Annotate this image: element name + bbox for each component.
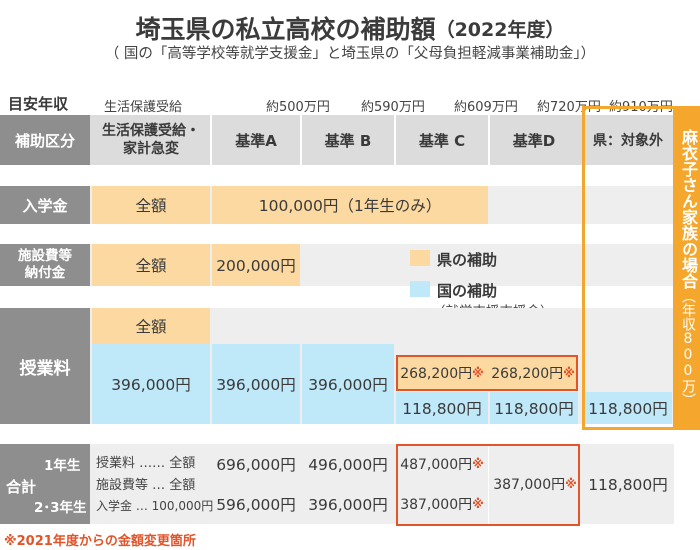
header-divider-3: [394, 115, 396, 165]
changed-mark: ※: [563, 366, 575, 380]
totals-year1: 1年生: [44, 458, 81, 474]
totals-col-b-year23: 396,000円: [308, 496, 388, 514]
header-col-outside: 県：対象外: [593, 133, 663, 149]
facility-label-line2: 納付金: [24, 265, 66, 281]
tuition-nat-col-c: 118,800円: [396, 392, 488, 424]
changed-mark: ※: [472, 497, 484, 511]
footnote: ※2021年度からの金額変更箇所: [4, 534, 196, 549]
facility-col-a: 200,000円: [212, 244, 300, 286]
header-col-a: 基準A: [235, 131, 277, 150]
header-col-welfare-line2: 家計急変: [123, 141, 179, 157]
family-case-income: （年収800万）: [680, 289, 696, 407]
income-welfare: 生活保護受給: [104, 100, 183, 115]
facility-welfare: 全額: [92, 244, 210, 286]
totals-col-c-year1-value: 487,000円: [400, 457, 473, 473]
totals-label-block: [0, 444, 90, 524]
admission-label: 入学金: [0, 186, 90, 224]
tuition-pref-changed-box: [396, 355, 578, 391]
totals-band: [0, 444, 674, 524]
changed-mark: ※: [565, 477, 577, 491]
totals-changed-divider: [488, 446, 489, 524]
facility-label: 施設費等 納付金: [0, 244, 90, 286]
page-title: 埼玉県の私立高校の補助額 （2022年度）: [0, 10, 700, 46]
header-divider-4: [488, 115, 490, 165]
totals-col-c-year1: 487,000円 ※: [396, 444, 488, 484]
income-label: 目安年収: [8, 95, 69, 113]
totals-col-c-year23: 387,000円 ※: [396, 484, 488, 524]
tuition-label: 授業料: [0, 308, 90, 424]
family-case-side-text: 麻衣子さん家族の場合（年収800万）: [677, 129, 699, 407]
legend-nat-label: 国の補助: [437, 282, 498, 300]
totals-col-d-value: 387,000円: [493, 477, 566, 493]
totals-desc-facility: 施設費等 … 全額: [96, 478, 196, 493]
tuition-nat-col-outside: 118,800円: [584, 392, 672, 424]
totals-col-b-year1: 496,000円: [308, 456, 388, 474]
totals-changed-box: [396, 444, 580, 526]
admission-welfare: 全額: [92, 186, 210, 224]
header-band: [0, 115, 674, 165]
title-text: 埼玉県の私立高校の補助額: [135, 15, 436, 44]
legend-pref-label: 県の補助: [437, 251, 498, 269]
income-threshold-2: 約590万円: [361, 100, 425, 115]
tuition-pref-welfare: 全額: [92, 308, 210, 344]
tuition-nat-col-a: 396,000円: [212, 344, 300, 424]
title-year: （2022年度）: [435, 18, 565, 41]
header-col-welfare: 生活保護受給・ 家計急変: [92, 115, 210, 165]
tuition-nat-welfare: 396,000円: [92, 344, 210, 424]
header-col-d: 基準D: [512, 131, 556, 150]
income-threshold-1: 約500万円: [266, 100, 330, 115]
family-case-side-label: 麻衣子さん家族の場合（年収800万）: [676, 106, 700, 430]
header-col-b: 基準 B: [324, 131, 372, 150]
legend-nat-swatch: [410, 281, 430, 297]
tuition-pref-col-d-value: 268,200円: [491, 366, 564, 382]
changed-mark: ※: [472, 366, 484, 380]
family-case-outline: [582, 106, 676, 430]
totals-col-a-year1: 696,000円: [216, 456, 296, 474]
admission-span: 100,000円（1年生のみ）: [212, 186, 488, 224]
facility-label-line1: 施設費等: [18, 248, 72, 264]
tuition-pref-col-c-value: 268,200円: [400, 366, 473, 382]
legend-pref-swatch: [410, 250, 430, 266]
page-subtitle: （ 国の「高等学校等就学支援金」と埼玉県の「父母負担軽減事業補助金」）: [104, 46, 596, 62]
header-col-welfare-line1: 生活保護受給・: [102, 123, 200, 139]
totals-col-c-year23-value: 387,000円: [400, 497, 473, 513]
totals-desc-admission: 入学金 … 100,000円: [96, 499, 214, 513]
tuition-pref-col-d: 268,200円 ※: [488, 355, 578, 391]
tuition-nat-col-d: 118,800円: [490, 392, 578, 424]
totals-desc-tuition: 授業料 …… 全額: [96, 456, 196, 471]
totals-col-a-year23: 596,000円: [216, 496, 296, 514]
header-label: 補助区分: [0, 115, 90, 165]
income-threshold-3: 約609万円: [454, 100, 518, 115]
changed-mark: ※: [472, 457, 484, 471]
totals-year23: 2･3年生: [34, 500, 87, 516]
tuition-pref-col-c: 268,200円 ※: [396, 355, 488, 391]
header-divider-2: [300, 115, 302, 165]
totals-col-d: 387,000円 ※: [490, 444, 580, 524]
totals-col-outside: 118,800円: [588, 476, 668, 494]
family-case-label: 麻衣子さん家族の場合: [679, 129, 698, 289]
header-divider-1: [210, 115, 212, 165]
totals-label: 合計: [6, 478, 37, 496]
tuition-nat-col-b: 396,000円: [302, 344, 394, 424]
header-col-c: 基準 C: [418, 131, 466, 150]
